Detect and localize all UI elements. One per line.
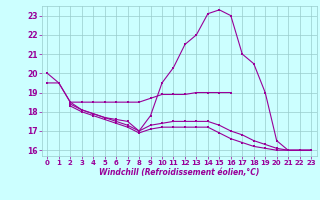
X-axis label: Windchill (Refroidissement éolien,°C): Windchill (Refroidissement éolien,°C) — [99, 168, 260, 177]
